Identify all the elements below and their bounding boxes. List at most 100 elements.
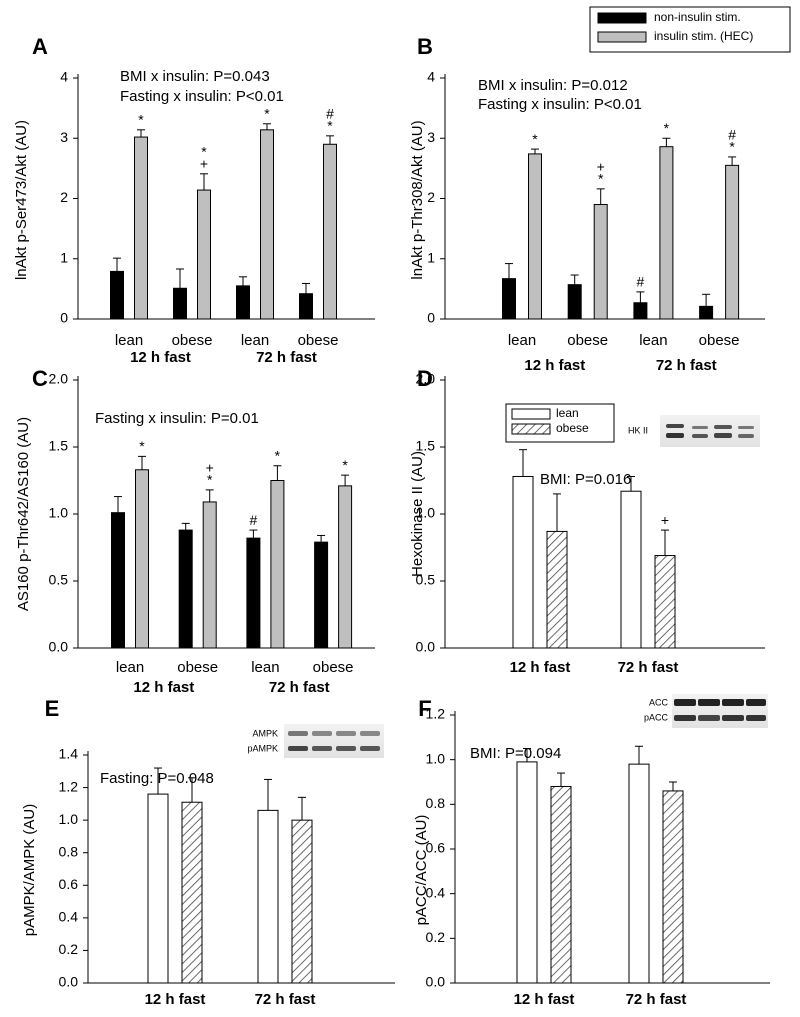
bar bbox=[662, 790, 684, 984]
y-tick-label: 0.5 bbox=[416, 572, 436, 588]
group-label: 12 h fast bbox=[510, 659, 571, 676]
bar bbox=[257, 809, 279, 984]
panel-letter: B bbox=[417, 34, 433, 59]
y-tick-label: 0.8 bbox=[426, 795, 446, 811]
y-tick-label: 0.8 bbox=[59, 843, 79, 859]
x-tick-label: obese bbox=[567, 332, 608, 349]
significance-marker: # bbox=[728, 127, 736, 143]
bar bbox=[546, 530, 568, 649]
blot-label: HK II bbox=[628, 425, 648, 435]
panel-letter: D bbox=[417, 366, 433, 391]
bar bbox=[202, 501, 217, 649]
bar bbox=[260, 129, 274, 320]
x-tick-label: lean bbox=[508, 332, 536, 349]
y-axis-title: pAMPK/AMPK (AU) bbox=[21, 804, 38, 937]
y-tick-label: 2.0 bbox=[49, 371, 69, 387]
x-tick-label: obese bbox=[177, 659, 218, 676]
y-tick-label: 0.0 bbox=[416, 639, 436, 655]
bar bbox=[516, 761, 538, 984]
significance-marker: * bbox=[264, 105, 270, 121]
y-tick-label: 1.0 bbox=[49, 505, 69, 521]
group-label: 12 h fast bbox=[130, 349, 191, 366]
y-tick-label: 0 bbox=[427, 310, 435, 326]
significance-marker: * bbox=[275, 447, 281, 463]
y-tick-label: 1.5 bbox=[416, 438, 436, 454]
x-tick-label: lean bbox=[241, 332, 269, 349]
y-tick-label: 0.2 bbox=[59, 941, 79, 957]
legend-label: lean bbox=[556, 406, 579, 420]
x-tick-label: obese bbox=[172, 332, 213, 349]
y-tick-label: 0.4 bbox=[426, 884, 446, 900]
x-tick-label: lean bbox=[251, 659, 279, 676]
panel-letter: A bbox=[32, 34, 48, 59]
significance-marker: + bbox=[206, 460, 214, 476]
significance-marker: * bbox=[532, 131, 538, 147]
legend-swatch bbox=[511, 423, 551, 435]
bar bbox=[178, 529, 193, 649]
y-tick-label: 2.0 bbox=[416, 371, 436, 387]
y-tick-label: 0.4 bbox=[59, 909, 79, 925]
x-tick-label: lean bbox=[115, 332, 143, 349]
bar bbox=[291, 819, 313, 984]
bar bbox=[633, 302, 648, 320]
y-tick-label: 0.6 bbox=[59, 876, 79, 892]
bar bbox=[593, 204, 608, 320]
bar bbox=[111, 512, 125, 649]
significance-marker: * bbox=[207, 472, 213, 488]
bar bbox=[528, 153, 542, 320]
bar bbox=[299, 293, 313, 320]
bar bbox=[236, 285, 250, 320]
blot-label: pACC bbox=[644, 712, 669, 722]
y-tick-label: 1 bbox=[60, 249, 68, 265]
bar bbox=[270, 480, 285, 649]
y-tick-label: 1.2 bbox=[59, 778, 79, 794]
bar bbox=[659, 146, 674, 320]
bar bbox=[246, 537, 261, 649]
annotation: BMI x insulin: P=0.012 bbox=[478, 77, 628, 94]
annotation: BMI: P=0.016 bbox=[540, 471, 631, 488]
y-tick-label: 1.4 bbox=[59, 746, 79, 762]
bar bbox=[173, 287, 187, 320]
annotation: BMI x insulin: P=0.043 bbox=[120, 68, 270, 85]
bar bbox=[567, 284, 582, 320]
significance-marker: # bbox=[637, 274, 645, 290]
annotation: Fasting x insulin: P<0.01 bbox=[120, 88, 284, 105]
y-axis-title: AS160 p-Thr642/AS160 (AU) bbox=[15, 417, 32, 611]
y-tick-label: 2 bbox=[427, 189, 435, 205]
y-tick-label: 4 bbox=[60, 69, 68, 85]
annotation: Fasting: P=0.048 bbox=[100, 770, 214, 787]
y-tick-label: 0.6 bbox=[426, 840, 446, 856]
legend-swatch bbox=[511, 408, 551, 420]
y-axis-title: lnAkt p-Thr308/Akt (AU) bbox=[409, 120, 426, 279]
blot-label: ACC bbox=[649, 697, 669, 707]
x-tick-label: obese bbox=[298, 332, 339, 349]
significance-marker: * bbox=[327, 118, 333, 134]
y-tick-label: 0.0 bbox=[426, 974, 446, 990]
blot-label: pAMPK bbox=[247, 743, 278, 753]
y-tick-label: 0.5 bbox=[49, 572, 69, 588]
bar bbox=[314, 541, 329, 649]
significance-marker: # bbox=[326, 106, 334, 122]
x-tick-label: obese bbox=[699, 332, 740, 349]
y-tick-label: 1.2 bbox=[426, 706, 446, 722]
blot-image bbox=[660, 415, 760, 447]
y-tick-label: 3 bbox=[60, 129, 68, 145]
significance-marker: * bbox=[598, 171, 604, 187]
group-label: 12 h fast bbox=[524, 357, 585, 374]
bar bbox=[699, 305, 714, 320]
panel-letter: F bbox=[418, 696, 431, 721]
y-tick-label: 2 bbox=[60, 189, 68, 205]
y-axis-title: pACC/ACC (AU) bbox=[413, 815, 430, 926]
legend-label: insulin stim. (HEC) bbox=[654, 29, 753, 43]
panel-letter: E bbox=[45, 696, 60, 721]
y-tick-label: 3 bbox=[427, 129, 435, 145]
bar bbox=[181, 801, 203, 984]
significance-marker: * bbox=[342, 457, 348, 473]
group-label: 12 h fast bbox=[145, 991, 206, 1008]
annotation: Fasting x insulin: P<0.01 bbox=[478, 96, 642, 113]
panel-letter: C bbox=[32, 366, 48, 391]
significance-marker: * bbox=[139, 438, 145, 454]
significance-marker: * bbox=[664, 120, 670, 136]
significance-marker: + bbox=[200, 156, 208, 172]
